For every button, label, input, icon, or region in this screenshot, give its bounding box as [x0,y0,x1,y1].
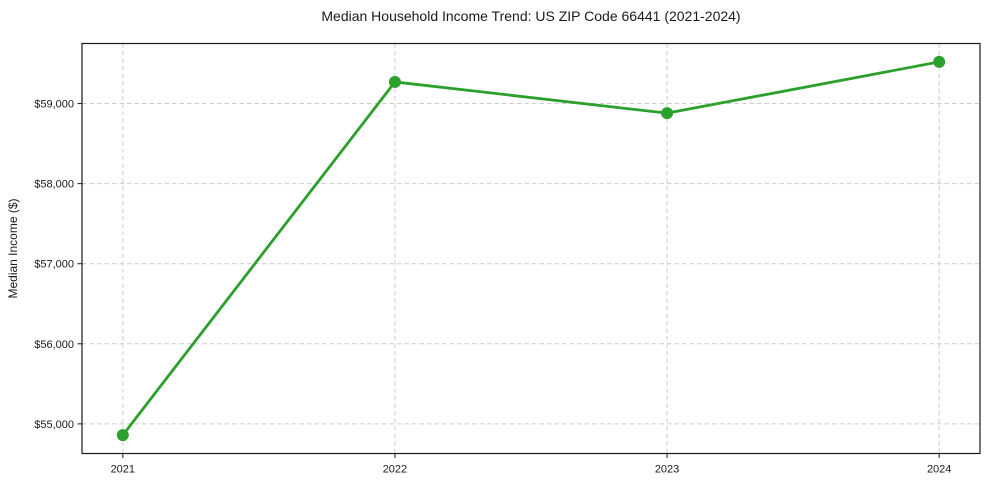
y-tick-label: $57,000 [34,259,74,271]
x-tick-label: 2023 [655,464,679,476]
chart-title: Median Household Income Trend: US ZIP Co… [321,8,740,24]
y-tick-label: $56,000 [34,339,74,351]
y-tick-label: $59,000 [34,99,74,111]
x-tick-label: 2022 [383,464,407,476]
y-tick-label: $55,000 [34,419,74,431]
x-tick-label: 2024 [927,464,951,476]
trend-series [116,55,946,442]
y-tick-label: $58,000 [34,179,74,191]
data-point-2024 [933,55,946,68]
data-point-2023 [661,107,674,120]
trend-line [121,60,941,437]
x-tick-label: 2021 [111,464,135,476]
data-point-2021 [116,429,129,442]
data-point-2022 [388,75,401,88]
axis-ticks [77,103,940,458]
plot-frame [81,42,981,455]
axis-tick-labels: $55,000 $56,000 $57,000 $58,000 $59,000 2021 2… [34,99,951,476]
y-axis-label: Median Income ($) [6,198,20,298]
